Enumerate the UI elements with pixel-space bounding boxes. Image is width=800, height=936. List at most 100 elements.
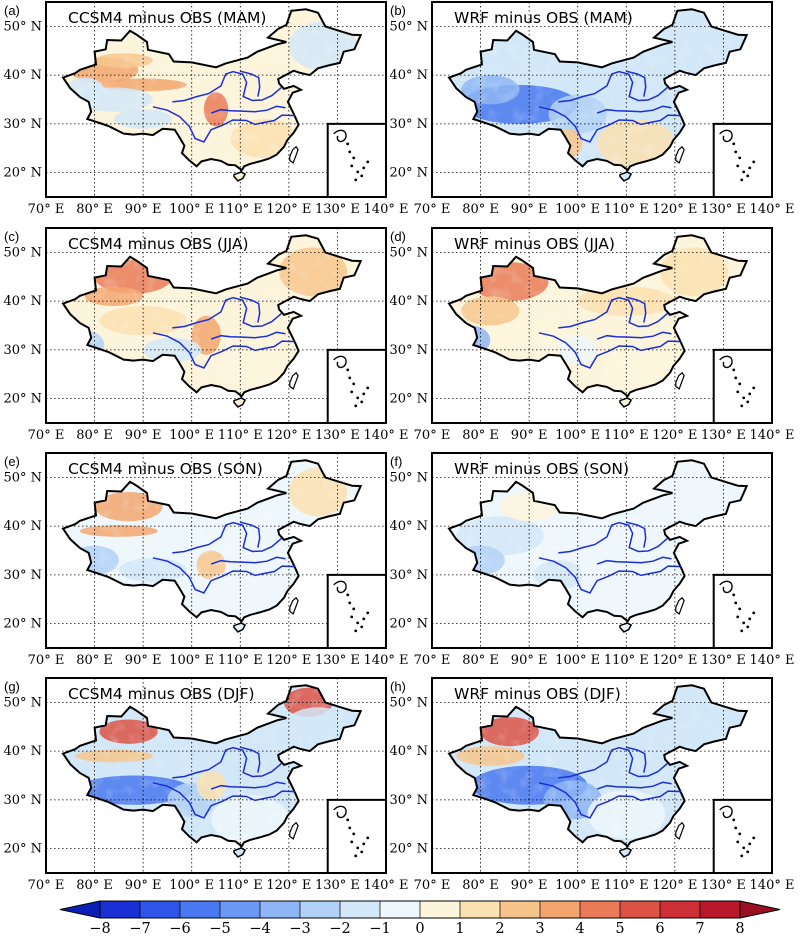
river-line xyxy=(538,557,682,594)
taiwan-island xyxy=(289,596,299,615)
tick-labels: 20° N 30° N 40° N 50° N 70° E 80° E 90° E 100° … xyxy=(3,245,408,443)
lon-tick-label: 120° E xyxy=(652,428,697,443)
inset-coast xyxy=(719,355,733,369)
lon-tick-label: 100° E xyxy=(555,653,600,668)
inset-island xyxy=(752,160,756,164)
south-china-sea-inset xyxy=(712,348,774,424)
inset-island xyxy=(346,593,350,597)
inset-island xyxy=(348,826,352,830)
inset-island xyxy=(366,160,370,164)
lat-tick-label: 20° N xyxy=(389,166,428,181)
taiwan-island xyxy=(675,596,685,615)
river-line xyxy=(558,746,669,779)
lon-tick-label: 140° E xyxy=(750,878,795,893)
inset-island xyxy=(752,611,756,615)
lon-tick-label: 120° E xyxy=(266,653,311,668)
panel-title: WRF minus OBS (SON) xyxy=(454,460,629,478)
lat-tick-label: 40° N xyxy=(3,68,42,83)
lat-tick-label: 30° N xyxy=(3,568,42,583)
tick-labels: 20° N 30° N 40° N 50° N 70° E 80° E 90° E 100° … xyxy=(389,470,794,668)
inset-island xyxy=(348,376,352,380)
inset-island xyxy=(748,617,752,621)
lon-tick-label: 130° E xyxy=(315,653,360,668)
tick-labels: 20° N 30° N 40° N 50° N 70° E 80° E 90° E 100° … xyxy=(3,695,408,893)
map-panel-wrf-son: 20° N 30° N 40° N 50° N 70° E 80° E 90° E 100° … xyxy=(389,452,794,668)
lat-tick-label: 30° N xyxy=(3,793,42,808)
inset-frame xyxy=(712,348,774,424)
inset-island xyxy=(738,832,742,836)
inset-island xyxy=(352,382,356,386)
colorbar-tick-label: 1 xyxy=(455,921,464,936)
lon-tick-label: 100° E xyxy=(169,653,214,668)
lon-tick-label: 140° E xyxy=(364,878,409,893)
tick-labels: 20° N 30° N 40° N 50° N 70° E 80° E 90° E 100° … xyxy=(389,695,794,893)
river-line xyxy=(596,781,672,790)
colorbar-segment xyxy=(300,901,341,918)
inset-island xyxy=(736,840,740,844)
lon-tick-label: 110° E xyxy=(218,878,263,893)
lon-tick-label: 140° E xyxy=(750,202,795,217)
map-frame xyxy=(45,227,387,424)
map-frame xyxy=(431,1,773,198)
colorbar-tick-label: −3 xyxy=(289,921,310,936)
river-line xyxy=(596,105,672,114)
hainan-island xyxy=(233,171,247,182)
inset-island xyxy=(360,625,364,629)
inset-island xyxy=(732,593,736,597)
lon-tick-label: 110° E xyxy=(218,653,263,668)
lat-tick-label: 20° N xyxy=(389,392,428,407)
inset-island xyxy=(752,836,756,840)
river-line xyxy=(538,782,682,819)
south-china-sea-inset xyxy=(712,798,774,874)
colorbar-extend-low xyxy=(59,900,101,919)
lon-tick-label: 130° E xyxy=(701,428,746,443)
lat-tick-label: 50° N xyxy=(389,695,428,710)
inset-island xyxy=(350,840,354,844)
lon-tick-label: 120° E xyxy=(266,202,311,217)
tick-labels: 20° N 30° N 40° N 50° N 70° E 80° E 90° E 100° … xyxy=(389,245,794,443)
lon-tick-label: 90° E xyxy=(125,202,162,217)
lon-tick-label: 110° E xyxy=(604,653,649,668)
china-border xyxy=(61,8,363,172)
river-line xyxy=(626,521,647,548)
south-china-sea-inset xyxy=(712,122,774,198)
lon-tick-label: 130° E xyxy=(701,653,746,668)
colorbar-segment xyxy=(380,901,421,918)
river-line xyxy=(558,296,669,329)
map-panel-wrf-jja: 20° N 30° N 40° N 50° N 70° E 80° E 90° E 100° … xyxy=(389,227,794,443)
inset-coast xyxy=(333,805,347,819)
lat-tick-label: 50° N xyxy=(3,695,42,710)
river-line xyxy=(558,521,669,554)
inset-island xyxy=(734,376,738,380)
inset-island xyxy=(746,625,750,629)
river-line xyxy=(152,782,296,819)
south-china-sea-inset xyxy=(712,573,774,649)
river-line xyxy=(558,70,669,103)
panel-letter: (e) xyxy=(4,454,20,469)
inset-island xyxy=(366,611,370,615)
inset-island xyxy=(748,392,752,396)
south-china-sea-inset xyxy=(326,348,388,424)
map-panel-ccsm4-son: 20° N 30° N 40° N 50° N 70° E 80° E 90° E 100° … xyxy=(3,452,408,668)
lon-tick-label: 80° E xyxy=(462,653,499,668)
river-line xyxy=(172,746,283,779)
inset-island xyxy=(362,842,366,846)
map-panel-ccsm4-mam: 20° N 30° N 40° N 50° N 70° E 80° E 90° E 100° … xyxy=(3,1,408,217)
river-line xyxy=(210,331,286,340)
lon-tick-label: 90° E xyxy=(125,428,162,443)
lat-tick-label: 50° N xyxy=(3,19,42,34)
colorbar-tick-label: −4 xyxy=(249,921,270,936)
lon-tick-label: 80° E xyxy=(76,653,113,668)
inset-island xyxy=(354,854,358,858)
inset-island xyxy=(740,178,744,182)
colorbar-tick-label: 8 xyxy=(735,921,744,936)
south-china-sea-inset xyxy=(326,573,388,649)
lon-tick-label: 90° E xyxy=(511,202,548,217)
lon-tick-label: 80° E xyxy=(76,428,113,443)
china-border xyxy=(447,459,749,623)
colorbar-tick-label: −5 xyxy=(209,921,230,936)
lon-tick-label: 70° E xyxy=(414,202,451,217)
taiwan-island xyxy=(675,371,685,390)
lat-tick-label: 20° N xyxy=(3,617,42,632)
hainan-island xyxy=(233,847,247,858)
